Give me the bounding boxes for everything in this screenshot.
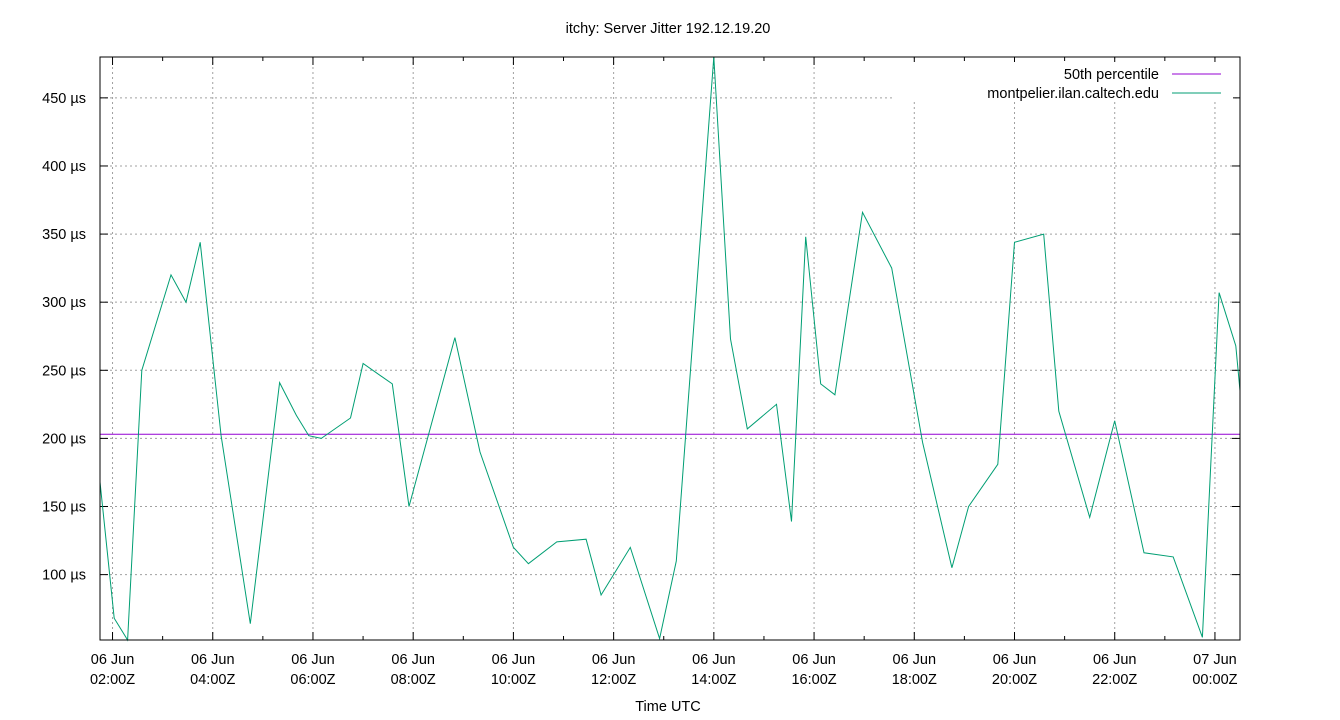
x-tick-label-time: 16:00Z	[791, 672, 836, 688]
x-tick-label-date: 06 Jun	[391, 652, 435, 668]
x-tick-label-time: 12:00Z	[591, 672, 636, 688]
legend-label: montpelier.ilan.caltech.edu	[987, 86, 1159, 102]
x-tick-label-time: 20:00Z	[992, 672, 1037, 688]
x-tick-label-time: 22:00Z	[1092, 672, 1137, 688]
x-tick-label-date: 06 Jun	[291, 652, 335, 668]
y-tick-label: 400 µs	[42, 159, 86, 175]
y-tick-label: 350 µs	[42, 227, 86, 243]
x-tick-label-date: 07 Jun	[1193, 652, 1237, 668]
y-tick-label: 100 µs	[42, 568, 86, 584]
x-tick-label-date: 06 Jun	[893, 652, 937, 668]
x-tick-label-time: 00:00Z	[1192, 672, 1237, 688]
x-tick-label-date: 06 Jun	[792, 652, 836, 668]
x-tick-label-time: 02:00Z	[90, 672, 135, 688]
y-axis: 100 µs 150 µs 200 µs 250 µs 300 µs 350 µs 400 …	[42, 91, 1240, 584]
plot-frame	[99, 56, 1241, 641]
y-tick-label: 250 µs	[42, 363, 86, 379]
x-tick-label-time: 04:00Z	[190, 672, 235, 688]
x-tick-label-time: 08:00Z	[391, 672, 436, 688]
y-tick-label: 450 µs	[42, 91, 86, 107]
x-tick-label-date: 06 Jun	[91, 652, 135, 668]
y-tick-label: 300 µs	[42, 295, 86, 311]
series-line-jitter	[99, 56, 1241, 642]
x-tick-label-date: 06 Jun	[993, 652, 1037, 668]
x-tick-label-time: 10:00Z	[491, 672, 536, 688]
y-tick-label: 200 µs	[42, 431, 86, 447]
x-tick-label-time: 06:00Z	[290, 672, 335, 688]
x-tick-label-date: 06 Jun	[592, 652, 636, 668]
x-tick-label-date: 06 Jun	[492, 652, 536, 668]
chart-title: itchy: Server Jitter 192.12.19.20	[566, 21, 771, 37]
series-layer	[99, 56, 1241, 642]
legend-label: 50th percentile	[1064, 67, 1159, 83]
grid-lines	[100, 57, 1240, 640]
legend: 50th percentile montpelier.ilan.caltech.e…	[893, 62, 1233, 102]
x-axis-label: Time UTC	[635, 699, 701, 715]
y-tick-label: 150 µs	[42, 500, 86, 516]
x-tick-label-date: 06 Jun	[1093, 652, 1137, 668]
x-tick-label-time: 18:00Z	[892, 672, 937, 688]
legend-background	[893, 62, 1233, 102]
x-axis: 06 Jun 02:00Z 06 Jun 04:00Z 06 Jun 06:00Z 06 J…	[90, 57, 1238, 688]
x-tick-label-date: 06 Jun	[191, 652, 235, 668]
x-tick-label-time: 14:00Z	[691, 672, 736, 688]
x-tick-label-date: 06 Jun	[692, 652, 736, 668]
